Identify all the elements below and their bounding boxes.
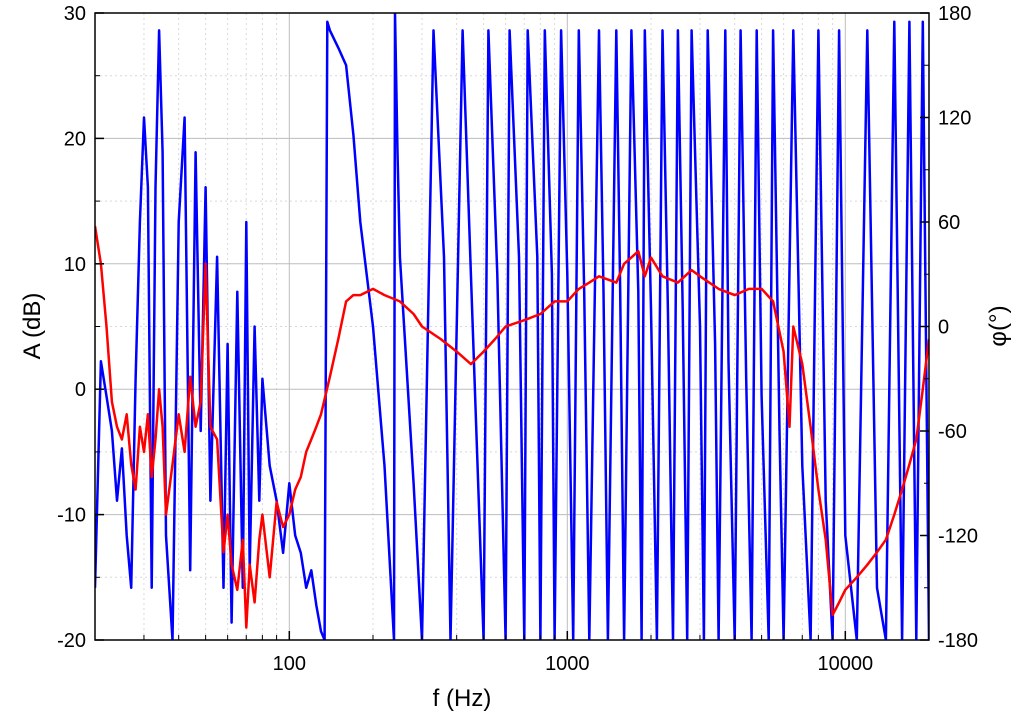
phase-series-line: [95, 13, 929, 640]
y-left-tick-label: 10: [64, 254, 86, 276]
axis-ticks: [95, 12, 929, 641]
y-left-tick-label: -10: [57, 505, 86, 527]
y-right-tick-label: -120: [938, 526, 978, 548]
y-right-axis-title: φ(°): [985, 305, 1012, 346]
amplitude-series-line: [95, 226, 929, 629]
y-right-tick-label: 120: [938, 108, 971, 130]
y-right-tick-label: -180: [938, 630, 978, 652]
x-tick-label: 1000: [545, 653, 590, 675]
y-left-tick-label: -20: [57, 630, 86, 652]
y-left-tick-label: 30: [64, 3, 86, 25]
y-right-tick-label: -60: [938, 421, 967, 443]
x-axis-title: f (Hz): [433, 685, 492, 712]
y-left-tick-label: 20: [64, 128, 86, 150]
y-left-tick-label: 0: [75, 379, 86, 401]
x-tick-label: 10000: [818, 653, 874, 675]
y-right-tick-label: 0: [938, 317, 949, 339]
x-tick-label: 100: [273, 653, 306, 675]
y-right-tick-label: 60: [938, 212, 960, 234]
tick-labels: 100 1000 10000 -20 -10 0 10 20 30 -180 -120 -60 0 60 1…: [57, 3, 978, 675]
y-left-axis-title: A (dB): [19, 293, 46, 360]
y-right-tick-label: 180: [938, 3, 971, 25]
